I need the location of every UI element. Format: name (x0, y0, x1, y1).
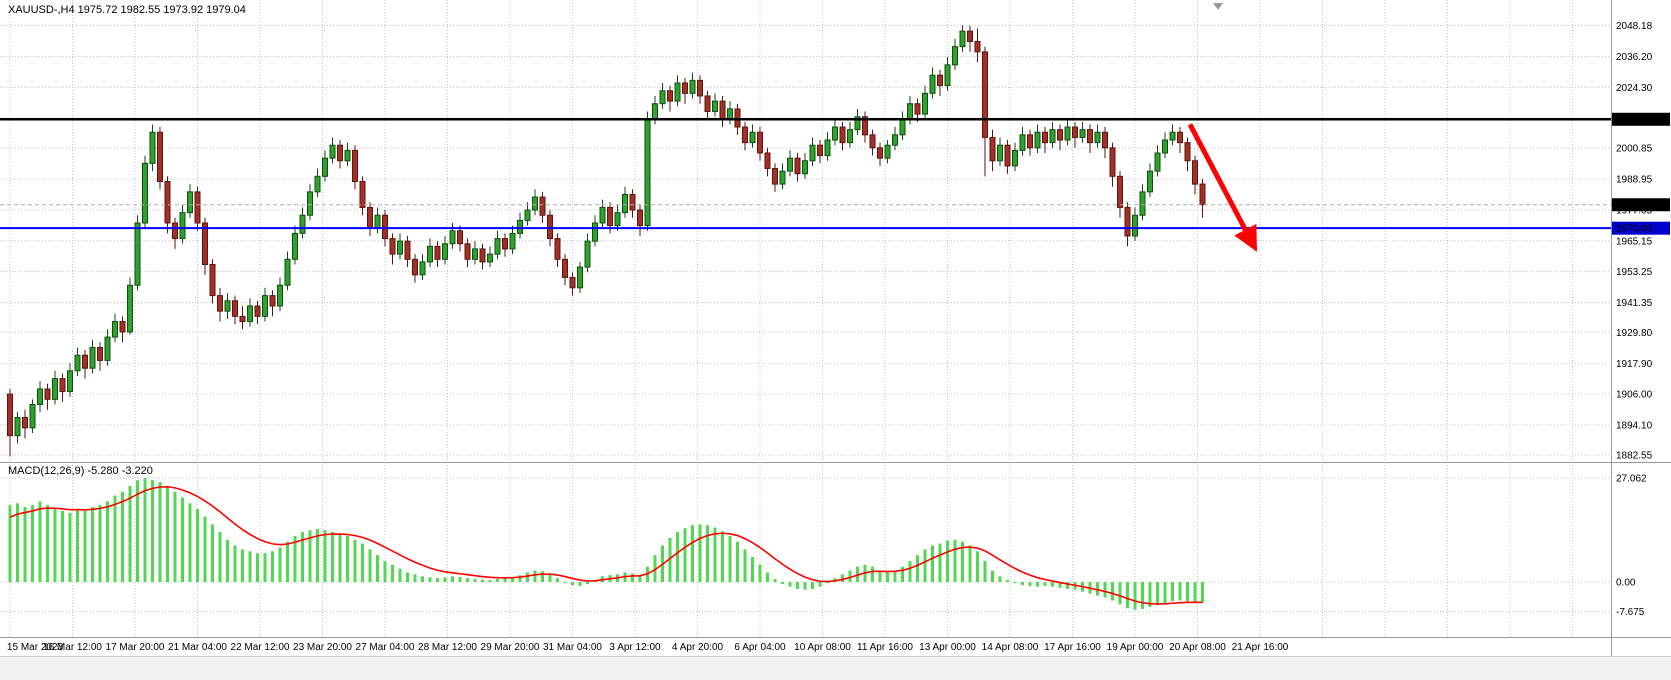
svg-text:1953.25: 1953.25 (1616, 267, 1653, 278)
svg-text:1970.00: 1970.00 (1616, 224, 1653, 235)
macd-axis: 27.062 0.00 -7.675 (1616, 474, 1647, 618)
svg-text:6 Apr 04:00: 6 Apr 04:00 (734, 642, 786, 653)
svg-text:1929.80: 1929.80 (1616, 328, 1653, 339)
svg-text:27 Mar 04:00: 27 Mar 04:00 (356, 642, 415, 653)
svg-text:1894.10: 1894.10 (1616, 420, 1653, 431)
svg-text:21 Apr 16:00: 21 Apr 16:00 (1232, 642, 1289, 653)
svg-text:2000.85: 2000.85 (1616, 144, 1653, 155)
svg-text:17 Mar 20:00: 17 Mar 20:00 (106, 642, 165, 653)
svg-text:1882.55: 1882.55 (1616, 450, 1653, 461)
svg-text:3 Apr 12:00: 3 Apr 12:00 (609, 642, 661, 653)
svg-text:31 Mar 04:00: 31 Mar 04:00 (543, 642, 602, 653)
macd-histogram (8, 478, 1204, 610)
svg-text:28 Mar 12:00: 28 Mar 12:00 (418, 642, 477, 653)
candlesticks (7, 25, 1206, 457)
svg-text:2024.30: 2024.30 (1616, 83, 1653, 94)
svg-text:23 Mar 20:00: 23 Mar 20:00 (293, 642, 352, 653)
svg-text:2012.00: 2012.00 (1616, 115, 1653, 126)
svg-text:14 Apr 08:00: 14 Apr 08:00 (982, 642, 1039, 653)
price-axis[interactable]: 2048.182036.202024.302012.402000.851988.… (1616, 21, 1653, 461)
svg-text:-7.675: -7.675 (1616, 607, 1645, 618)
svg-text:4 Apr 20:00: 4 Apr 20:00 (672, 642, 724, 653)
svg-text:17 Apr 16:00: 17 Apr 16:00 (1044, 642, 1101, 653)
chart-shift-marker[interactable] (1213, 3, 1223, 10)
svg-text:13 Apr 00:00: 13 Apr 00:00 (919, 642, 976, 653)
svg-text:22 Mar 12:00: 22 Mar 12:00 (231, 642, 290, 653)
svg-text:11 Apr 16:00: 11 Apr 16:00 (857, 642, 913, 653)
svg-text:2036.20: 2036.20 (1616, 52, 1653, 63)
svg-text:1941.35: 1941.35 (1616, 298, 1653, 309)
svg-text:27.062: 27.062 (1616, 474, 1647, 485)
svg-text:1906.00: 1906.00 (1616, 390, 1653, 401)
svg-text:29 Mar 20:00: 29 Mar 20:00 (481, 642, 540, 653)
svg-text:1979.04: 1979.04 (1616, 200, 1653, 211)
svg-text:16 Mar 12:00: 16 Mar 12:00 (43, 642, 102, 653)
svg-text:1965.15: 1965.15 (1616, 236, 1653, 247)
svg-text:0.00: 0.00 (1616, 578, 1636, 589)
macd-indicator-label: MACD(12,26,9) -5.280 -3.220 (8, 465, 153, 477)
svg-text:1917.90: 1917.90 (1616, 359, 1653, 370)
macd-signal-line (9, 485, 1203, 605)
svg-text:10 Apr 08:00: 10 Apr 08:00 (794, 642, 851, 653)
price-badge-1970.00: 1970.00 (1612, 221, 1670, 235)
scroll-strip[interactable] (0, 657, 1671, 680)
svg-text:1988.95: 1988.95 (1616, 175, 1653, 186)
price-badge-1979.04: 1979.04 (1612, 198, 1670, 212)
symbol-ohlc-label: XAUUSD-,H4 1975.72 1982.55 1973.92 1979.… (8, 4, 246, 16)
price-badge-2012.00: 2012.00 (1612, 112, 1670, 126)
svg-text:20 Apr 08:00: 20 Apr 08:00 (1169, 642, 1226, 653)
svg-text:2048.18: 2048.18 (1616, 21, 1653, 32)
svg-text:19 Apr 00:00: 19 Apr 00:00 (1107, 642, 1164, 653)
trend-arrow[interactable] (1187, 123, 1257, 252)
svg-text:21 Mar 04:00: 21 Mar 04:00 (168, 642, 227, 653)
svg-text:15 Mar 2023: 15 Mar 2023 (7, 642, 64, 653)
grid (0, 0, 1611, 637)
